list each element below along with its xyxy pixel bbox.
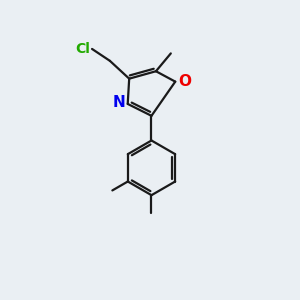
Text: Cl: Cl — [75, 42, 90, 56]
Text: O: O — [178, 74, 191, 89]
Text: N: N — [112, 95, 125, 110]
